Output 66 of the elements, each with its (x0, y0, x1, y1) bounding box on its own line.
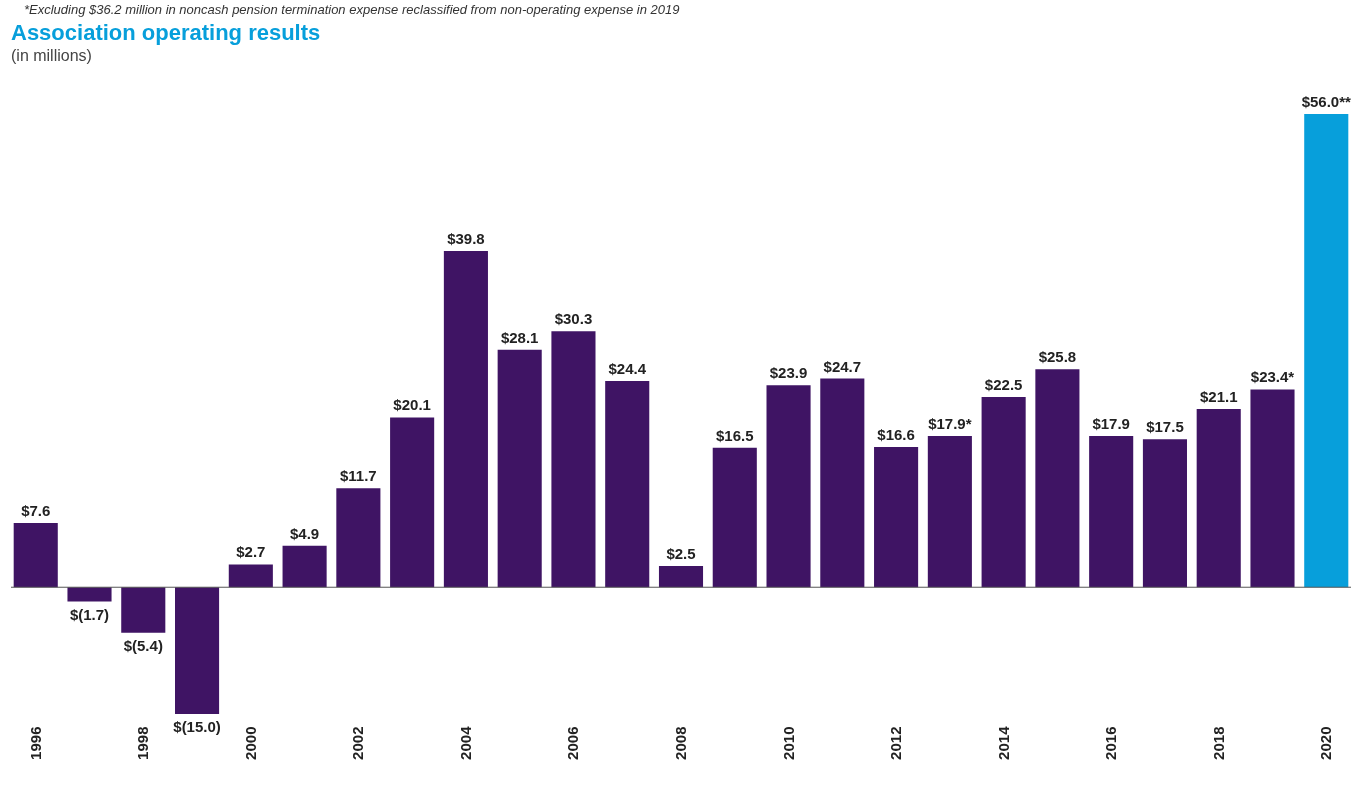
data-label: $(5.4) (123, 636, 163, 654)
data-label: $23.4* (1250, 368, 1295, 386)
data-label: $28.1 (500, 328, 539, 346)
data-label: $24.4 (608, 360, 647, 378)
x-tick-label: 2006 (564, 726, 582, 760)
bar (121, 587, 166, 633)
data-label: $56.0** (1301, 93, 1352, 110)
x-tick-label: 1998 (134, 726, 152, 760)
bar (605, 381, 650, 588)
data-label: $16.5 (716, 426, 754, 444)
x-tick-label: 2000 (241, 726, 259, 760)
bar (443, 250, 488, 588)
bar (1250, 389, 1295, 588)
bar (981, 397, 1026, 588)
x-tick-label: 2016 (1102, 726, 1120, 760)
data-label: $16.6 (877, 425, 915, 443)
bar (1035, 369, 1080, 588)
bar (712, 447, 757, 588)
x-tick-label: 2012 (887, 726, 905, 760)
x-tick-label: 2014 (994, 725, 1012, 760)
data-label: $2.7 (236, 543, 266, 561)
data-label: $2.5 (666, 545, 696, 563)
bar (497, 349, 542, 588)
bar (820, 378, 865, 588)
data-label: $(1.7) (69, 605, 110, 623)
x-tick-label: 2008 (672, 726, 689, 760)
data-label: $17.9* (928, 414, 972, 432)
bar (282, 545, 327, 588)
bar (67, 587, 112, 602)
data-label: $7.6 (21, 502, 51, 520)
x-tick-label: 2020 (1317, 726, 1335, 760)
data-label: $24.7 (823, 357, 862, 375)
x-tick-label: 2004 (456, 725, 474, 760)
chart-subtitle: (in millions) (11, 47, 92, 64)
data-label: $30.3 (554, 310, 593, 328)
chart-title: Association operating results (11, 20, 321, 45)
bar (13, 523, 58, 588)
bar (175, 587, 220, 714)
data-label: $22.5 (984, 376, 1023, 394)
x-tick-label: 2018 (1209, 726, 1227, 760)
x-tick-label: 2010 (779, 726, 797, 760)
bar (390, 417, 435, 588)
data-label: $20.1 (393, 396, 431, 414)
x-tick-label: 2002 (349, 726, 367, 760)
data-label: $11.7 (340, 467, 377, 485)
bar (1089, 435, 1134, 588)
data-label: $23.9 (769, 364, 808, 382)
bar (1196, 408, 1241, 588)
bar (658, 566, 704, 588)
data-label: $21.1 (1199, 387, 1238, 405)
bar (927, 435, 972, 588)
bar (766, 385, 811, 588)
data-label: $25.8 (1038, 348, 1077, 366)
data-label: $39.8 (447, 229, 485, 247)
bar (1142, 439, 1187, 588)
data-label: $(15.0) (173, 718, 221, 735)
text: *Excluding $36.2 million in noncash pension termination expense reclassified from non-operating expense in 2019 (23, 1, 681, 18)
bar (874, 446, 919, 588)
bar (1304, 114, 1349, 588)
x-tick-label: 1996 (26, 726, 44, 760)
bar (336, 488, 381, 588)
bar (551, 331, 596, 588)
data-label: $17.5 (1146, 418, 1184, 436)
data-label: $17.9 (1092, 414, 1130, 432)
bar (228, 564, 273, 588)
data-label: $4.9 (289, 524, 320, 542)
